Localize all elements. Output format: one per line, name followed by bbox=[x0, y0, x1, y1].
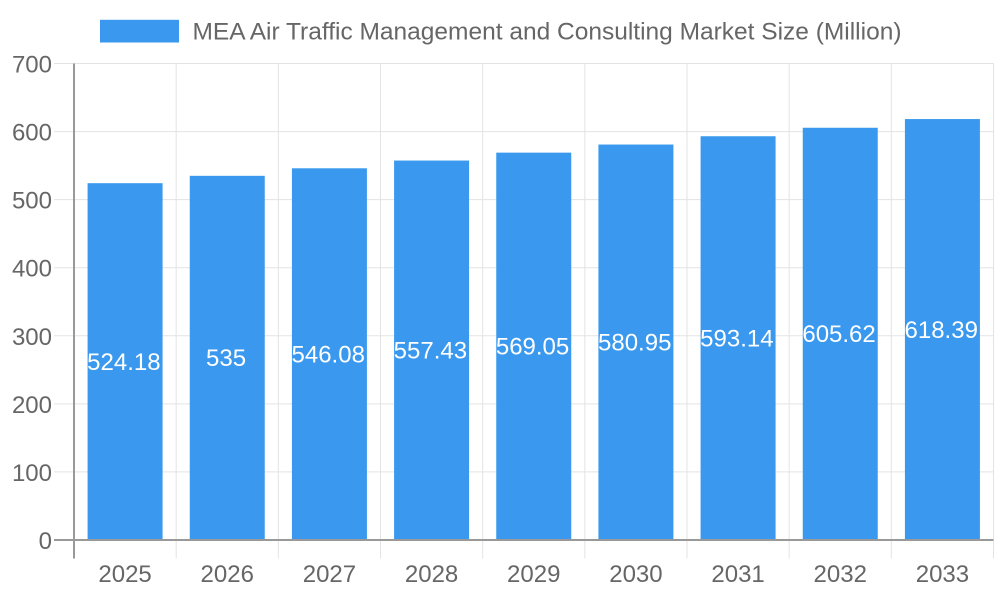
svg-text:500: 500 bbox=[12, 188, 52, 215]
svg-text:2025: 2025 bbox=[98, 561, 151, 588]
svg-text:300: 300 bbox=[12, 324, 52, 351]
svg-text:600: 600 bbox=[12, 120, 52, 147]
svg-text:605.62: 605.62 bbox=[802, 321, 875, 348]
svg-text:400: 400 bbox=[12, 256, 52, 283]
svg-text:524.18: 524.18 bbox=[87, 349, 160, 376]
svg-text:2026: 2026 bbox=[201, 561, 254, 588]
svg-text:2030: 2030 bbox=[609, 561, 662, 588]
svg-text:618.39: 618.39 bbox=[905, 317, 978, 344]
svg-text:200: 200 bbox=[12, 392, 52, 419]
svg-text:557.43: 557.43 bbox=[394, 338, 467, 365]
svg-text:MEA Air Traffic Management and: MEA Air Traffic Management and Consultin… bbox=[193, 18, 902, 45]
svg-text:546.08: 546.08 bbox=[292, 341, 365, 368]
svg-text:580.95: 580.95 bbox=[598, 330, 671, 357]
svg-text:593.14: 593.14 bbox=[700, 325, 773, 352]
svg-text:2029: 2029 bbox=[507, 561, 560, 588]
svg-text:535: 535 bbox=[206, 345, 246, 372]
svg-text:700: 700 bbox=[12, 52, 52, 79]
svg-text:100: 100 bbox=[12, 460, 52, 487]
svg-text:0: 0 bbox=[39, 528, 52, 555]
svg-text:569.05: 569.05 bbox=[496, 334, 569, 361]
svg-text:2028: 2028 bbox=[405, 561, 458, 588]
svg-text:2032: 2032 bbox=[814, 561, 867, 588]
svg-text:2031: 2031 bbox=[711, 561, 764, 588]
svg-text:2027: 2027 bbox=[303, 561, 356, 588]
svg-text:2033: 2033 bbox=[916, 561, 969, 588]
